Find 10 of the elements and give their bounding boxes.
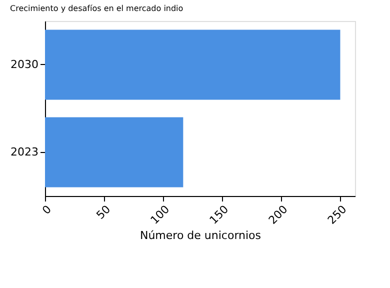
x-tick-label: 50 [94, 202, 114, 222]
y-tick-label: 2030 [10, 58, 38, 71]
x-axis-title: Número de unicornios [140, 229, 262, 242]
x-tick-label: 100 [148, 202, 172, 227]
x-tick-label: 200 [266, 202, 290, 227]
x-tick-label: 150 [207, 202, 232, 227]
chart-title: Crecimiento y desafíos en el mercado indio [10, 4, 184, 13]
y-tick-label: 2023 [10, 145, 38, 158]
x-tick-label: 250 [325, 202, 350, 227]
x-tick-label: 0 [40, 202, 54, 217]
